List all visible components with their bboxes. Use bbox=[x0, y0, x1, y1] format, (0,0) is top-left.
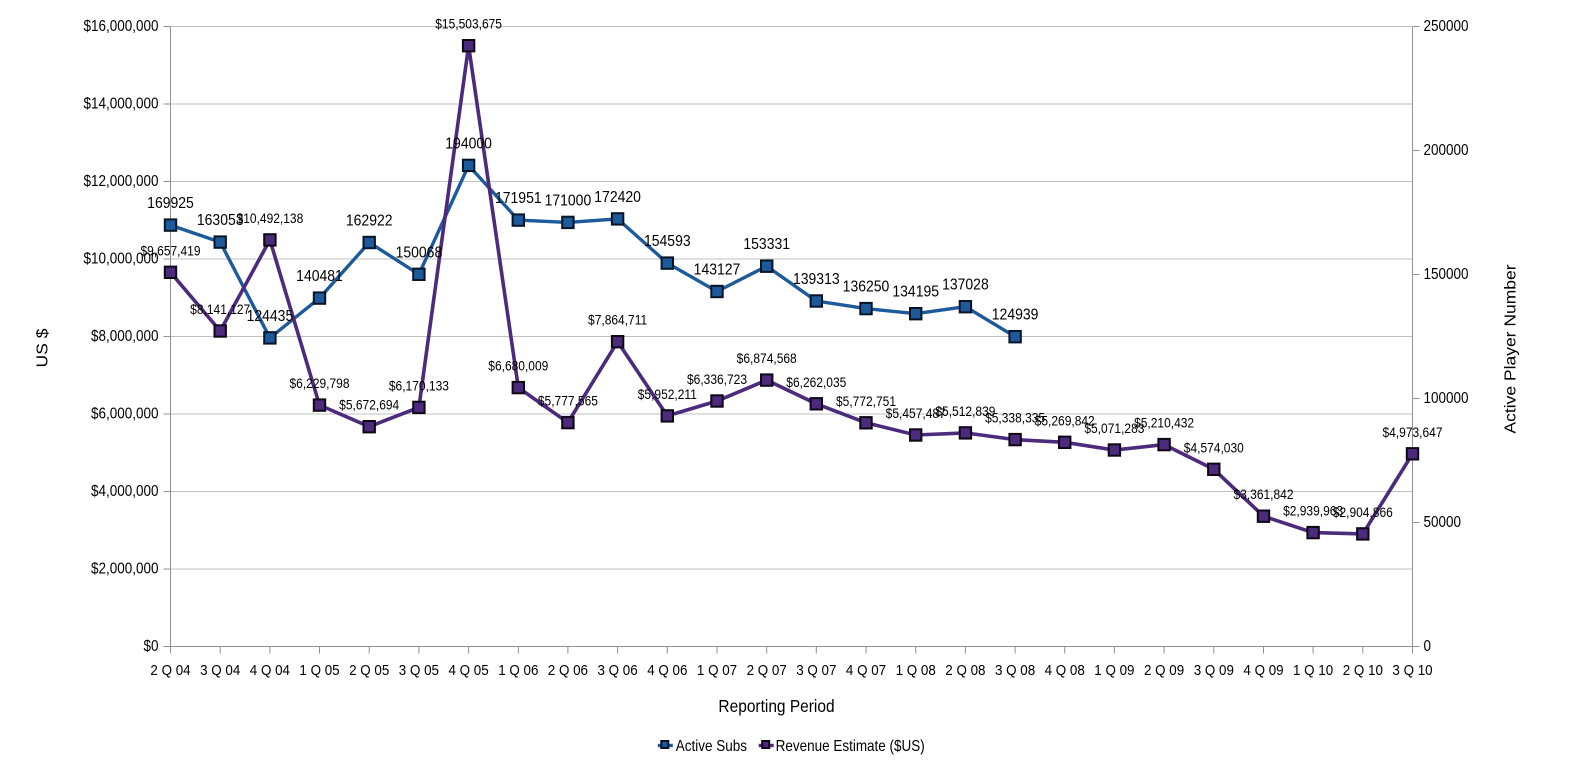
svg-text:2 Q 10: 2 Q 10 bbox=[1343, 662, 1383, 679]
svg-text:$6,000,000: $6,000,000 bbox=[91, 406, 159, 423]
svg-text:171000: 171000 bbox=[545, 192, 592, 210]
svg-text:136250: 136250 bbox=[843, 278, 890, 296]
svg-text:250000: 250000 bbox=[1424, 18, 1469, 35]
svg-text:124939: 124939 bbox=[992, 306, 1039, 324]
svg-text:3 Q 05: 3 Q 05 bbox=[399, 662, 439, 679]
svg-text:134195: 134195 bbox=[892, 283, 939, 301]
svg-text:$14,000,000: $14,000,000 bbox=[83, 96, 158, 113]
svg-text:$16,000,000: $16,000,000 bbox=[83, 18, 158, 35]
svg-text:$5,071,283: $5,071,283 bbox=[1084, 420, 1144, 436]
svg-text:3 Q 04: 3 Q 04 bbox=[200, 662, 240, 679]
svg-text:$2,904,866: $2,904,866 bbox=[1333, 504, 1393, 520]
svg-text:4 Q 08: 4 Q 08 bbox=[1045, 662, 1085, 679]
svg-text:Reporting Period: Reporting Period bbox=[718, 696, 834, 716]
svg-text:$5,338,335: $5,338,335 bbox=[985, 410, 1045, 426]
svg-text:150068: 150068 bbox=[396, 244, 443, 262]
svg-text:$8,000,000: $8,000,000 bbox=[91, 328, 159, 345]
svg-text:171951: 171951 bbox=[495, 189, 542, 207]
svg-text:50000: 50000 bbox=[1424, 514, 1462, 531]
svg-text:143127: 143127 bbox=[694, 261, 741, 279]
svg-text:124435: 124435 bbox=[247, 307, 294, 325]
svg-text:154593: 154593 bbox=[644, 232, 691, 250]
svg-text:2 Q 04: 2 Q 04 bbox=[150, 662, 190, 679]
svg-text:$0: $0 bbox=[143, 638, 158, 655]
svg-text:3 Q 06: 3 Q 06 bbox=[598, 662, 638, 679]
svg-text:$5,210,432: $5,210,432 bbox=[1134, 415, 1194, 431]
svg-text:$5,772,751: $5,772,751 bbox=[836, 393, 896, 409]
svg-text:Active Player Number: Active Player Number bbox=[1501, 264, 1519, 434]
svg-text:200000: 200000 bbox=[1424, 142, 1469, 159]
svg-text:$6,680,009: $6,680,009 bbox=[488, 358, 548, 374]
svg-text:0: 0 bbox=[1424, 638, 1432, 655]
svg-text:$5,269,842: $5,269,842 bbox=[1035, 413, 1095, 429]
svg-text:3 Q 10: 3 Q 10 bbox=[1392, 662, 1432, 679]
svg-text:150000: 150000 bbox=[1424, 266, 1469, 283]
svg-text:2 Q 09: 2 Q 09 bbox=[1144, 662, 1184, 679]
svg-text:$4,574,030: $4,574,030 bbox=[1184, 440, 1244, 456]
svg-text:1 Q 10: 1 Q 10 bbox=[1293, 662, 1333, 679]
svg-text:3 Q 09: 3 Q 09 bbox=[1194, 662, 1234, 679]
svg-text:153331: 153331 bbox=[743, 235, 790, 253]
svg-text:1 Q 08: 1 Q 08 bbox=[896, 662, 936, 679]
svg-text:$15,503,675: $15,503,675 bbox=[435, 16, 502, 32]
svg-text:$2,939,963: $2,939,963 bbox=[1283, 503, 1343, 519]
svg-text:$8,141,127: $8,141,127 bbox=[190, 301, 250, 317]
svg-text:$5,672,694: $5,672,694 bbox=[339, 397, 399, 413]
svg-text:1 Q 06: 1 Q 06 bbox=[498, 662, 538, 679]
svg-text:$4,000,000: $4,000,000 bbox=[91, 483, 159, 500]
svg-text:137028: 137028 bbox=[942, 276, 989, 294]
svg-text:2 Q 05: 2 Q 05 bbox=[349, 662, 389, 679]
svg-text:2 Q 07: 2 Q 07 bbox=[747, 662, 787, 679]
svg-text:194000: 194000 bbox=[445, 135, 492, 153]
svg-text:4 Q 04: 4 Q 04 bbox=[250, 662, 290, 679]
svg-text:$5,512,839: $5,512,839 bbox=[935, 403, 995, 419]
svg-text:$2,000,000: $2,000,000 bbox=[91, 561, 159, 578]
svg-text:139313: 139313 bbox=[793, 270, 840, 288]
svg-text:$5,777,565: $5,777,565 bbox=[538, 393, 598, 409]
svg-text:$7,864,711: $7,864,711 bbox=[588, 312, 647, 328]
svg-text:$5,457,487: $5,457,487 bbox=[886, 405, 946, 421]
svg-text:3 Q 08: 3 Q 08 bbox=[995, 662, 1035, 679]
svg-text:163053: 163053 bbox=[197, 211, 244, 229]
svg-text:169925: 169925 bbox=[147, 194, 194, 212]
svg-text:172420: 172420 bbox=[594, 188, 641, 206]
svg-text:4 Q 09: 4 Q 09 bbox=[1243, 662, 1283, 679]
svg-text:1 Q 07: 1 Q 07 bbox=[697, 662, 737, 679]
svg-text:$12,000,000: $12,000,000 bbox=[83, 173, 158, 190]
svg-text:$6,170,133: $6,170,133 bbox=[389, 378, 449, 394]
svg-text:Active Subs: Active Subs bbox=[676, 738, 747, 755]
svg-text:$5,952,211: $5,952,211 bbox=[638, 386, 697, 402]
svg-text:1 Q 05: 1 Q 05 bbox=[299, 662, 339, 679]
svg-text:4 Q 07: 4 Q 07 bbox=[846, 662, 886, 679]
svg-text:100000: 100000 bbox=[1424, 390, 1469, 407]
svg-text:1 Q 09: 1 Q 09 bbox=[1094, 662, 1134, 679]
svg-text:$3,361,842: $3,361,842 bbox=[1233, 486, 1293, 502]
svg-text:US $: US $ bbox=[33, 329, 51, 368]
svg-text:3 Q 07: 3 Q 07 bbox=[796, 662, 836, 679]
svg-text:2 Q 08: 2 Q 08 bbox=[945, 662, 985, 679]
svg-text:2 Q 06: 2 Q 06 bbox=[548, 662, 588, 679]
svg-text:Revenue Estimate ($US): Revenue Estimate ($US) bbox=[776, 738, 925, 755]
svg-text:$10,492,138: $10,492,138 bbox=[237, 210, 304, 226]
svg-text:$6,336,723: $6,336,723 bbox=[687, 371, 747, 387]
svg-text:$6,262,035: $6,262,035 bbox=[786, 374, 846, 390]
svg-text:140481: 140481 bbox=[296, 267, 343, 285]
svg-text:$10,000,000: $10,000,000 bbox=[83, 251, 158, 268]
svg-text:$6,229,798: $6,229,798 bbox=[289, 375, 349, 391]
svg-text:$4,973,647: $4,973,647 bbox=[1382, 424, 1442, 440]
svg-text:162922: 162922 bbox=[346, 212, 393, 230]
svg-text:$6,874,568: $6,874,568 bbox=[737, 350, 797, 366]
svg-text:$9,657,419: $9,657,419 bbox=[140, 243, 200, 259]
svg-text:4 Q 05: 4 Q 05 bbox=[449, 662, 489, 679]
svg-text:4 Q 06: 4 Q 06 bbox=[647, 662, 687, 679]
